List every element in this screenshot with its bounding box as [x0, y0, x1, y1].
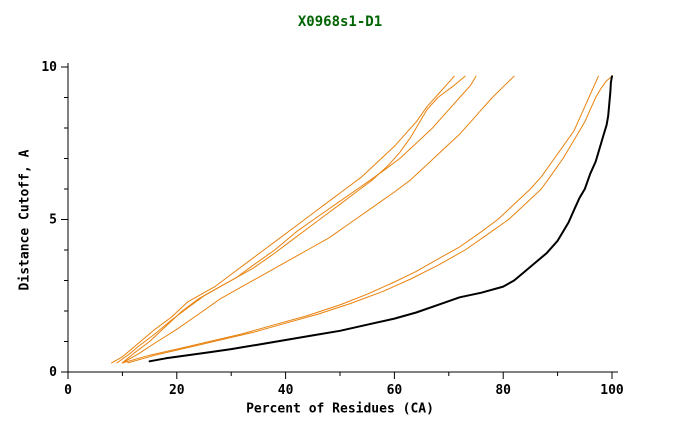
x-axis-label: Percent of Residues (CA)	[246, 401, 434, 417]
y-tick-label: 5	[49, 213, 57, 228]
series-orange-curve-4	[121, 75, 515, 364]
x-tick-label: 20	[169, 383, 185, 398]
y-tick-label: 10	[41, 60, 57, 75]
x-tick-label: 100	[600, 383, 624, 398]
x-tick-label: 80	[495, 383, 511, 398]
x-tick-label: 0	[64, 383, 72, 398]
chart-title: X0968s1-D1	[297, 14, 383, 30]
x-tick-label: 40	[278, 383, 294, 398]
series-orange-curve-2	[116, 75, 477, 364]
series-orange-curve-3	[121, 75, 466, 364]
series-orange-curve-1	[111, 75, 455, 364]
y-tick-label: 0	[49, 365, 57, 380]
series-black-curve	[148, 75, 613, 363]
series-orange-curve-5	[121, 75, 599, 364]
series-orange-curve-6	[127, 75, 613, 364]
x-tick-label: 60	[387, 383, 403, 398]
y-axis-label: Distance Cutoff, A	[17, 149, 33, 291]
